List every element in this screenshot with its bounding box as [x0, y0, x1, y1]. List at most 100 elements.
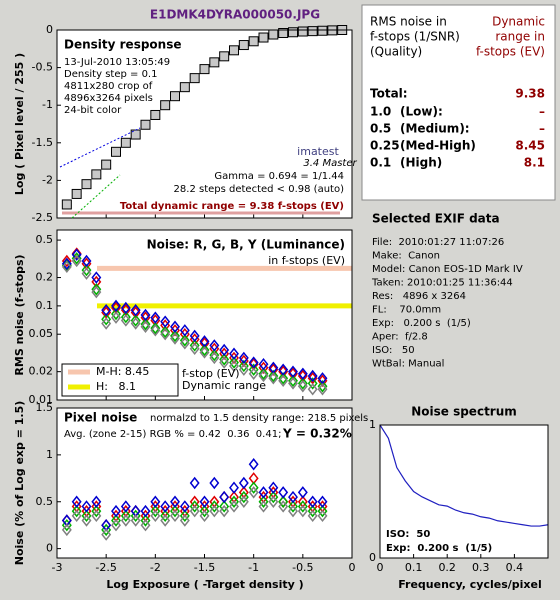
- data-diamond: [81, 254, 92, 268]
- data-square: [101, 159, 112, 170]
- data-diamond: [140, 320, 151, 333]
- data-square: [307, 26, 318, 37]
- data-diamond: [278, 486, 289, 499]
- data-diamond: [317, 504, 328, 518]
- data-diamond: [268, 369, 279, 383]
- data-diamond: [150, 321, 161, 335]
- data-diamond: [111, 311, 121, 324]
- data-diamond: [297, 486, 308, 499]
- data-diamond: [189, 342, 200, 355]
- data-diamond: [238, 359, 249, 373]
- data-diamond: [61, 260, 72, 274]
- chart-title: Density response: [64, 38, 182, 52]
- exif-line: Res: 4896 x 3264: [372, 291, 466, 302]
- x-tick-label: 0: [349, 561, 356, 574]
- logo-text: imatest: [297, 145, 339, 158]
- x-tick-label: -2.5: [95, 561, 116, 574]
- data-diamond: [288, 490, 298, 504]
- data-diamond: [111, 518, 121, 532]
- data-diamond: [189, 504, 200, 518]
- fit-line: [59, 127, 141, 168]
- y-tick-label: -1: [42, 98, 53, 111]
- table-quality: 0.1: [370, 156, 391, 170]
- info-line: Density step = 0.1: [64, 69, 157, 80]
- data-diamond: [111, 299, 121, 313]
- data-diamond: [248, 356, 259, 369]
- plot-frame: [56, 407, 353, 559]
- data-diamond: [297, 504, 308, 518]
- data-square: [61, 199, 72, 210]
- data-diamond: [150, 324, 161, 337]
- y-tick-label: 0.2: [36, 271, 54, 284]
- data-diamond: [81, 509, 92, 523]
- data-diamond: [317, 495, 328, 508]
- y-tick-label: 0.5: [36, 233, 54, 246]
- data-diamond: [91, 283, 102, 296]
- exif-line: Exp: 0.200 s (1/5): [372, 318, 471, 329]
- y-tick-label: 0.05: [29, 327, 54, 340]
- data-diamond: [238, 363, 249, 376]
- chart-subtitle: in f-stops (EV): [268, 254, 345, 267]
- data-diamond: [288, 365, 298, 378]
- data-diamond: [160, 500, 171, 513]
- data-diamond: [120, 509, 131, 523]
- exif-line: Model: Canon EOS-1D Mark IV: [372, 264, 523, 275]
- data-diamond: [199, 504, 210, 518]
- data-diamond: [71, 504, 82, 518]
- data-diamond: [307, 369, 318, 383]
- data-diamond: [288, 374, 298, 387]
- data-diamond: [219, 500, 230, 513]
- data-square: [219, 51, 230, 62]
- x-tick-label: 0.4: [506, 561, 524, 574]
- table-header: RMS noise in: [370, 15, 447, 29]
- data-diamond: [61, 523, 72, 537]
- x-tick-label: -3: [52, 561, 63, 574]
- data-diamond: [219, 353, 230, 366]
- y-tick-label: 0: [46, 542, 53, 555]
- table-header: Dynamic: [492, 15, 545, 29]
- data-diamond: [71, 254, 82, 268]
- data-square: [81, 179, 92, 190]
- data-diamond: [189, 476, 200, 490]
- data-square: [120, 137, 131, 148]
- exif-title: Selected EXIF data: [372, 212, 500, 226]
- data-diamond: [179, 509, 190, 523]
- data-diamond: [297, 500, 308, 513]
- info-line: 13-Jul-2010 13:05:49: [64, 57, 170, 68]
- exif-line: File: 2010:01:27 11:07:26: [372, 237, 504, 248]
- x-tick-label: 0: [377, 561, 384, 574]
- y-tick-label: -2: [42, 173, 53, 186]
- x-tick-label: 0.3: [472, 561, 490, 574]
- data-diamond: [209, 476, 220, 490]
- data-diamond: [120, 514, 131, 527]
- data-diamond: [258, 486, 269, 499]
- fit-note: Gamma = 0.694 = 1/1.44: [214, 171, 344, 182]
- data-diamond: [101, 523, 112, 537]
- table-label: (Low):: [400, 105, 443, 119]
- y-tick-label: -2.5: [32, 211, 53, 224]
- data-diamond: [170, 320, 180, 333]
- table-header: (Quality): [370, 45, 422, 59]
- data-diamond: [101, 317, 112, 330]
- data-diamond: [268, 490, 279, 504]
- data-diamond: [209, 500, 220, 513]
- x-tick-label: -1: [248, 561, 259, 574]
- data-diamond: [170, 332, 180, 345]
- x-tick-label: 0.1: [405, 561, 423, 574]
- data-diamond: [120, 314, 131, 327]
- data-diamond: [130, 509, 141, 523]
- plot-area: [380, 425, 548, 558]
- x-axis-label: Log Exposure ( -Target density ): [106, 578, 303, 591]
- data-diamond: [140, 504, 151, 518]
- data-diamond: [91, 509, 102, 523]
- data-diamond: [71, 248, 82, 261]
- data-diamond: [189, 329, 200, 343]
- data-diamond: [238, 351, 249, 365]
- y-tick-label: 0.02: [29, 365, 54, 378]
- data-diamond: [199, 346, 210, 359]
- data-diamond: [150, 495, 161, 508]
- data-diamond: [81, 263, 92, 277]
- data-diamond: [307, 383, 318, 396]
- data-diamond: [179, 324, 190, 337]
